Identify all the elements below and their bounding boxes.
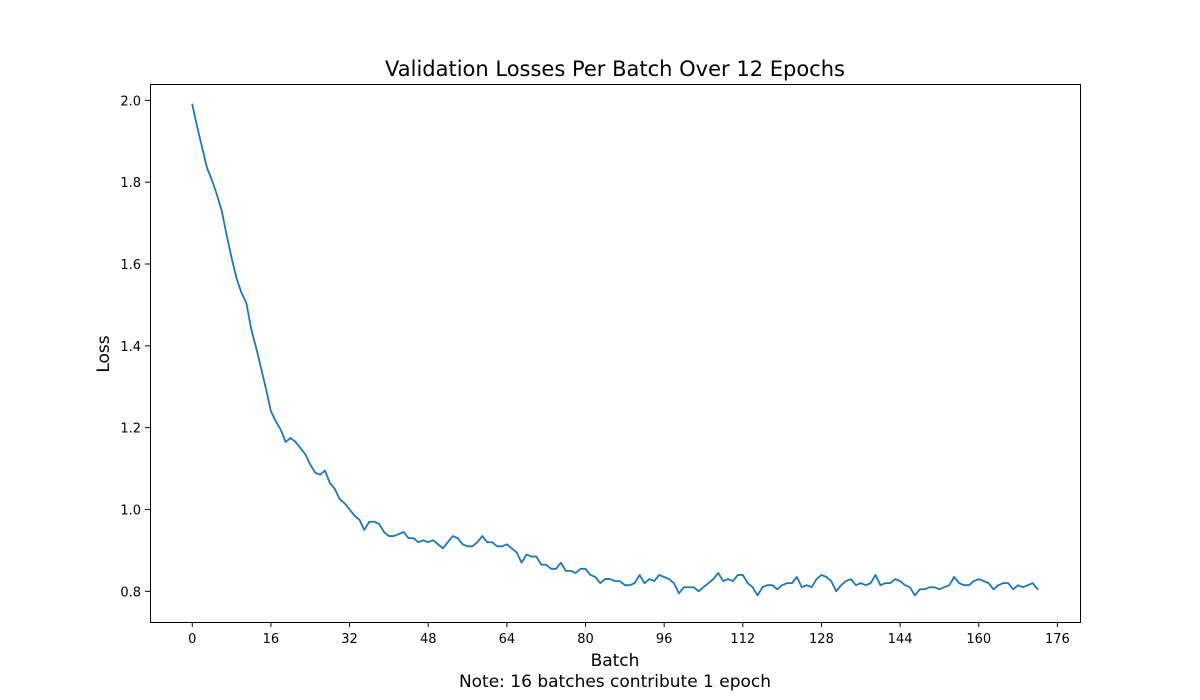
x-tick-label: 128 [809,632,834,647]
y-tick-label: 0.8 [120,585,141,600]
y-tick-label: 2.0 [120,94,141,109]
x-axis-label: Batch [591,651,640,671]
x-tick-label: 0 [188,632,196,647]
series-line [191,103,1039,597]
y-tick-label: 1.6 [120,258,141,273]
y-axis-label: Loss [94,335,114,372]
plot-area: 0 16 32 48 64 80 96 112 128 144 160 176 0.8 1.0 1.2 1.4… [120,94,1069,647]
y-tick-label: 1.8 [120,176,141,191]
x-tick-label: 16 [263,632,280,647]
chart-note: Note: 16 batches contribute 1 epoch [459,672,771,692]
chart-title: Validation Losses Per Batch Over 12 Epoc… [385,57,845,81]
x-tick-label: 96 [656,632,673,647]
x-tick-label: 48 [420,632,437,647]
y-tick-label: 1.0 [120,503,141,518]
x-tick-label: 64 [499,632,516,647]
x-tick-label: 176 [1045,632,1070,647]
y-tick-label: 1.2 [120,422,141,437]
y-tick-label: 1.4 [120,340,141,355]
x-tick-label: 80 [577,632,594,647]
x-tick-label: 112 [730,632,755,647]
plot-frame [150,84,1081,623]
x-tick-label: 160 [966,632,991,647]
x-tick-label: 32 [341,632,358,647]
x-tick-label: 144 [888,632,913,647]
